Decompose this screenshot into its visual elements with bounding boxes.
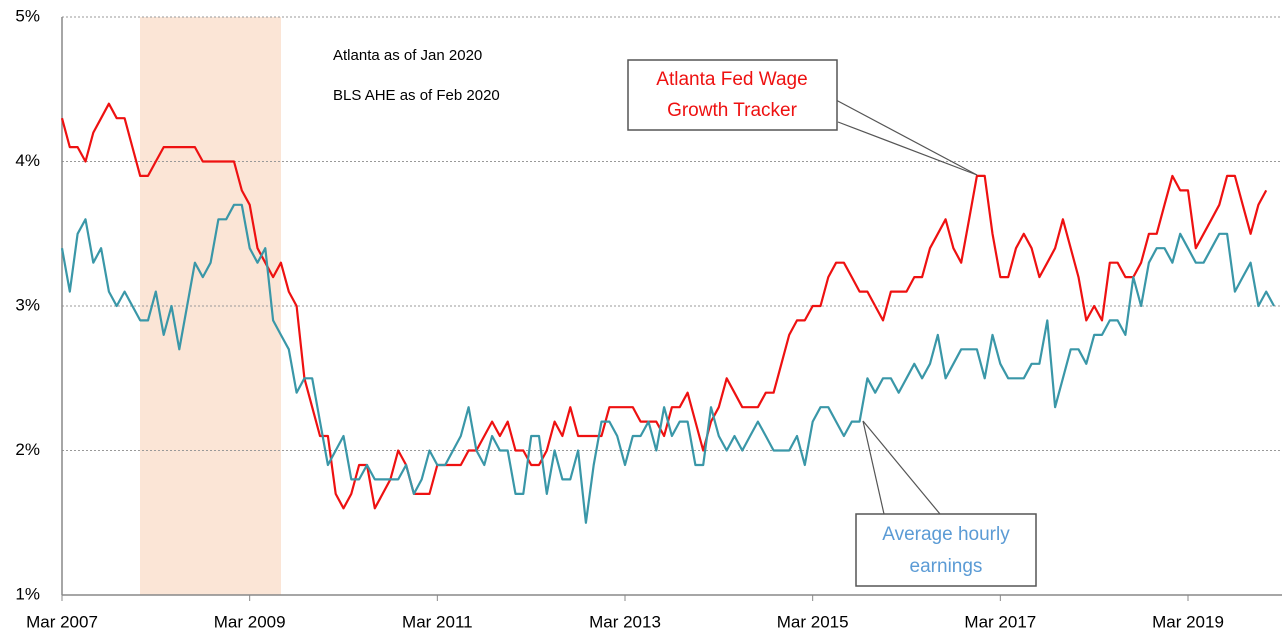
x-tick-label: Mar 2017 [964,612,1036,631]
callout-box [855,513,1037,587]
annotation: BLS AHE as of Feb 2020 [333,87,500,104]
y-tick-label: 2% [15,440,40,459]
callout-box [627,59,838,131]
y-tick-label: 5% [15,6,40,25]
connector [837,121,978,176]
x-tick-label: Mar 2013 [589,612,661,631]
x-tick-label: Mar 2011 [402,612,473,631]
x-tick-label: Mar 2019 [1152,612,1224,631]
x-tick-label: Mar 2007 [26,612,98,631]
series-line [60,102,1268,510]
x-tick-label: Mar 2015 [777,612,849,631]
connector [862,420,941,515]
callout-text: Average hourly [882,524,1010,545]
y-tick-label: 1% [15,584,40,603]
annotation: Atlanta as of Jan 2020 [333,47,482,64]
callout-text: Atlanta Fed Wage [656,69,807,90]
series-line [60,203,1275,524]
x-tick-label: Mar 2009 [214,612,286,631]
y-tick-label: 4% [15,151,40,170]
y-tick-label: 3% [15,295,40,314]
callouts: Atlanta Fed Wage Growth Tracker Average … [627,59,1037,587]
connector [835,99,978,176]
callout-text: Growth Tracker [667,100,798,121]
connector [862,420,885,515]
callout-text: earnings [910,556,983,577]
